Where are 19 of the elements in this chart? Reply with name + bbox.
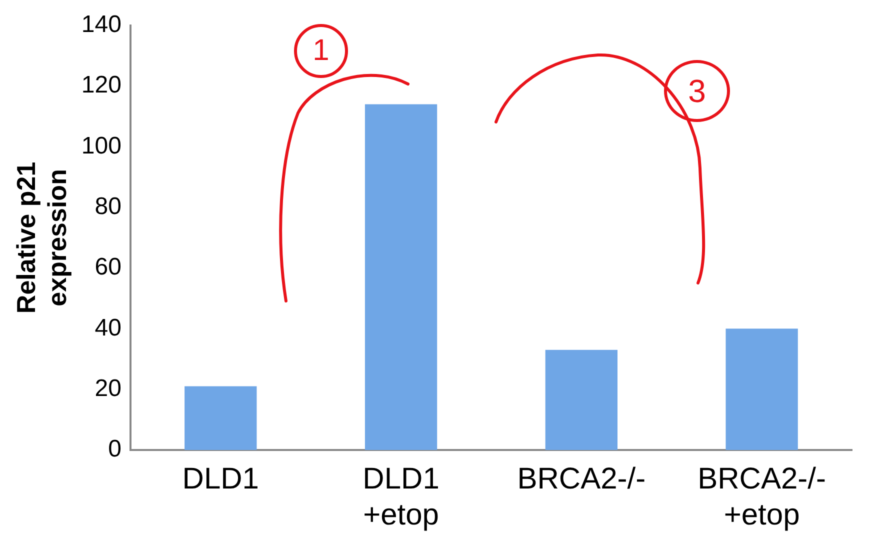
- bar: [184, 386, 257, 450]
- y-axis-title: Relative p21 expression: [10, 162, 72, 314]
- y-tick-label: 140: [81, 11, 122, 38]
- y-tick-label: 100: [81, 132, 122, 160]
- bar: [364, 104, 438, 450]
- bar: [726, 328, 798, 450]
- x-tick-label: DLD1: [182, 462, 259, 496]
- bar: [545, 350, 618, 450]
- x-tick-label: BRCA2-/-: [517, 462, 646, 496]
- x-tick-label: DLD1 +etop: [362, 462, 440, 532]
- annotation: 3: [664, 60, 730, 122]
- y-tick-label: 120: [81, 72, 122, 99]
- y-tick-label: 40: [94, 314, 122, 342]
- x-tick-label: BRCA2-/- +etop: [698, 462, 826, 532]
- annotation: 1: [294, 24, 348, 78]
- y-tick-label: 0: [108, 436, 122, 463]
- y-tick-label: 20: [94, 374, 122, 402]
- y-tick-label: 60: [94, 254, 122, 281]
- y-tick-label: 80: [94, 192, 122, 220]
